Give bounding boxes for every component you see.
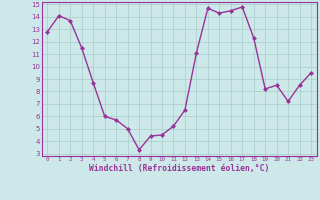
X-axis label: Windchill (Refroidissement éolien,°C): Windchill (Refroidissement éolien,°C) [89, 164, 269, 173]
